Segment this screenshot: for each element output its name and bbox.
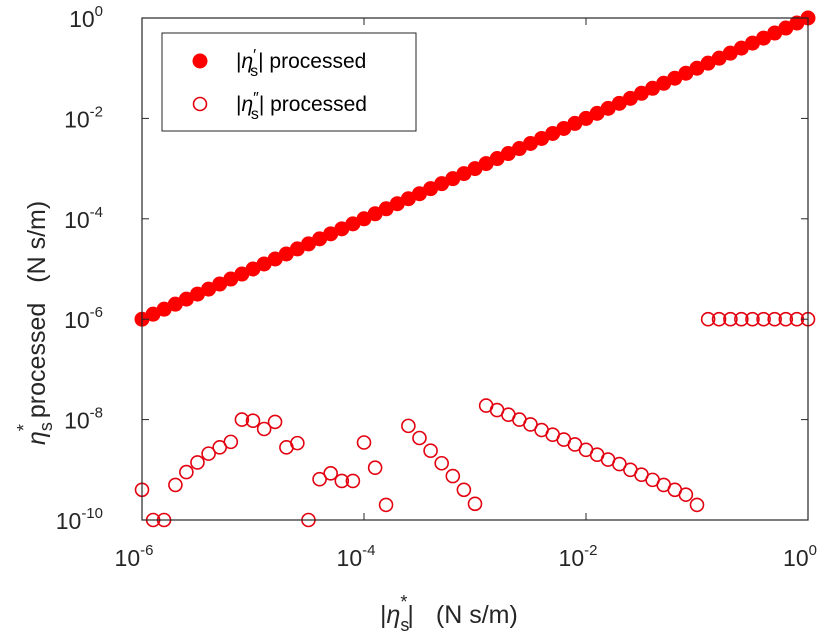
data-point-open xyxy=(689,497,705,513)
y-tick-labels: 10-10 10-8 10-6 10-4 10-2 100 xyxy=(56,3,103,534)
legend-box xyxy=(161,32,417,132)
data-point-open xyxy=(256,421,272,437)
data-point-open xyxy=(323,466,338,481)
data-point-open xyxy=(445,468,461,484)
data-point-open xyxy=(201,446,216,461)
x-tick-label: 10-4 xyxy=(337,542,376,571)
data-point-open xyxy=(356,435,372,450)
data-point-open xyxy=(723,311,738,327)
series-eta-prime xyxy=(134,10,816,327)
x-tick-label: 10-6 xyxy=(115,542,154,571)
data-point-open xyxy=(312,471,327,487)
data-point-open xyxy=(456,482,472,498)
y-tick-label: 10-6 xyxy=(64,304,103,333)
data-point-open xyxy=(245,413,261,429)
data-point-open xyxy=(711,311,727,327)
x-axis-title: |ηs*| (N s/m) xyxy=(380,592,518,635)
data-point-open xyxy=(378,497,394,513)
data-point-open xyxy=(168,477,183,493)
data-point-open xyxy=(434,455,449,471)
legend: |η′ s| processed |η″ s| processed xyxy=(161,32,417,132)
data-point-open xyxy=(767,311,782,327)
x-tick-label: 10-2 xyxy=(559,542,598,571)
y-tick-label: 10-2 xyxy=(64,103,103,132)
plot-frame xyxy=(141,17,809,521)
data-point-open xyxy=(234,412,250,427)
data-point-open xyxy=(267,414,283,430)
data-point-open xyxy=(412,430,427,446)
data-point-open xyxy=(179,464,194,480)
legend-marker-filled-circle xyxy=(192,53,208,69)
y-tick-label: 10-4 xyxy=(64,204,103,233)
data-point-open xyxy=(745,311,760,327)
data-point-open xyxy=(700,311,716,327)
x-tick-label: 100 xyxy=(783,542,817,571)
legend-marker-open-circle xyxy=(192,96,208,112)
data-point-open xyxy=(223,434,239,450)
data-point-open xyxy=(345,473,361,489)
series-eta-double-prime xyxy=(134,311,816,528)
x-tick-labels: 10-6 10-4 10-2 100 xyxy=(115,542,817,571)
y-tick-label: 100 xyxy=(69,3,103,32)
axis-ticks xyxy=(141,17,809,521)
data-point-open xyxy=(401,418,416,434)
data-point-open xyxy=(467,496,483,512)
data-point-open xyxy=(190,455,205,470)
legend-entry-eta-prime: |η′ s| processed xyxy=(236,47,366,80)
data-point-open xyxy=(334,473,350,489)
y-tick-label: 10-8 xyxy=(64,405,103,434)
y-axis-title: ηs*processed(N s/m) xyxy=(14,201,56,445)
legend-entry-eta-double-prime: |η″ s| processed xyxy=(236,90,367,123)
y-tick-label: 10-10 xyxy=(56,505,103,534)
data-point-open xyxy=(367,460,383,476)
data-point-open xyxy=(734,311,749,327)
data-point-open xyxy=(423,443,438,459)
data-point-open xyxy=(290,435,305,451)
data-point-open xyxy=(678,487,694,502)
data-point-open xyxy=(756,311,771,327)
data-point-open xyxy=(778,311,794,327)
